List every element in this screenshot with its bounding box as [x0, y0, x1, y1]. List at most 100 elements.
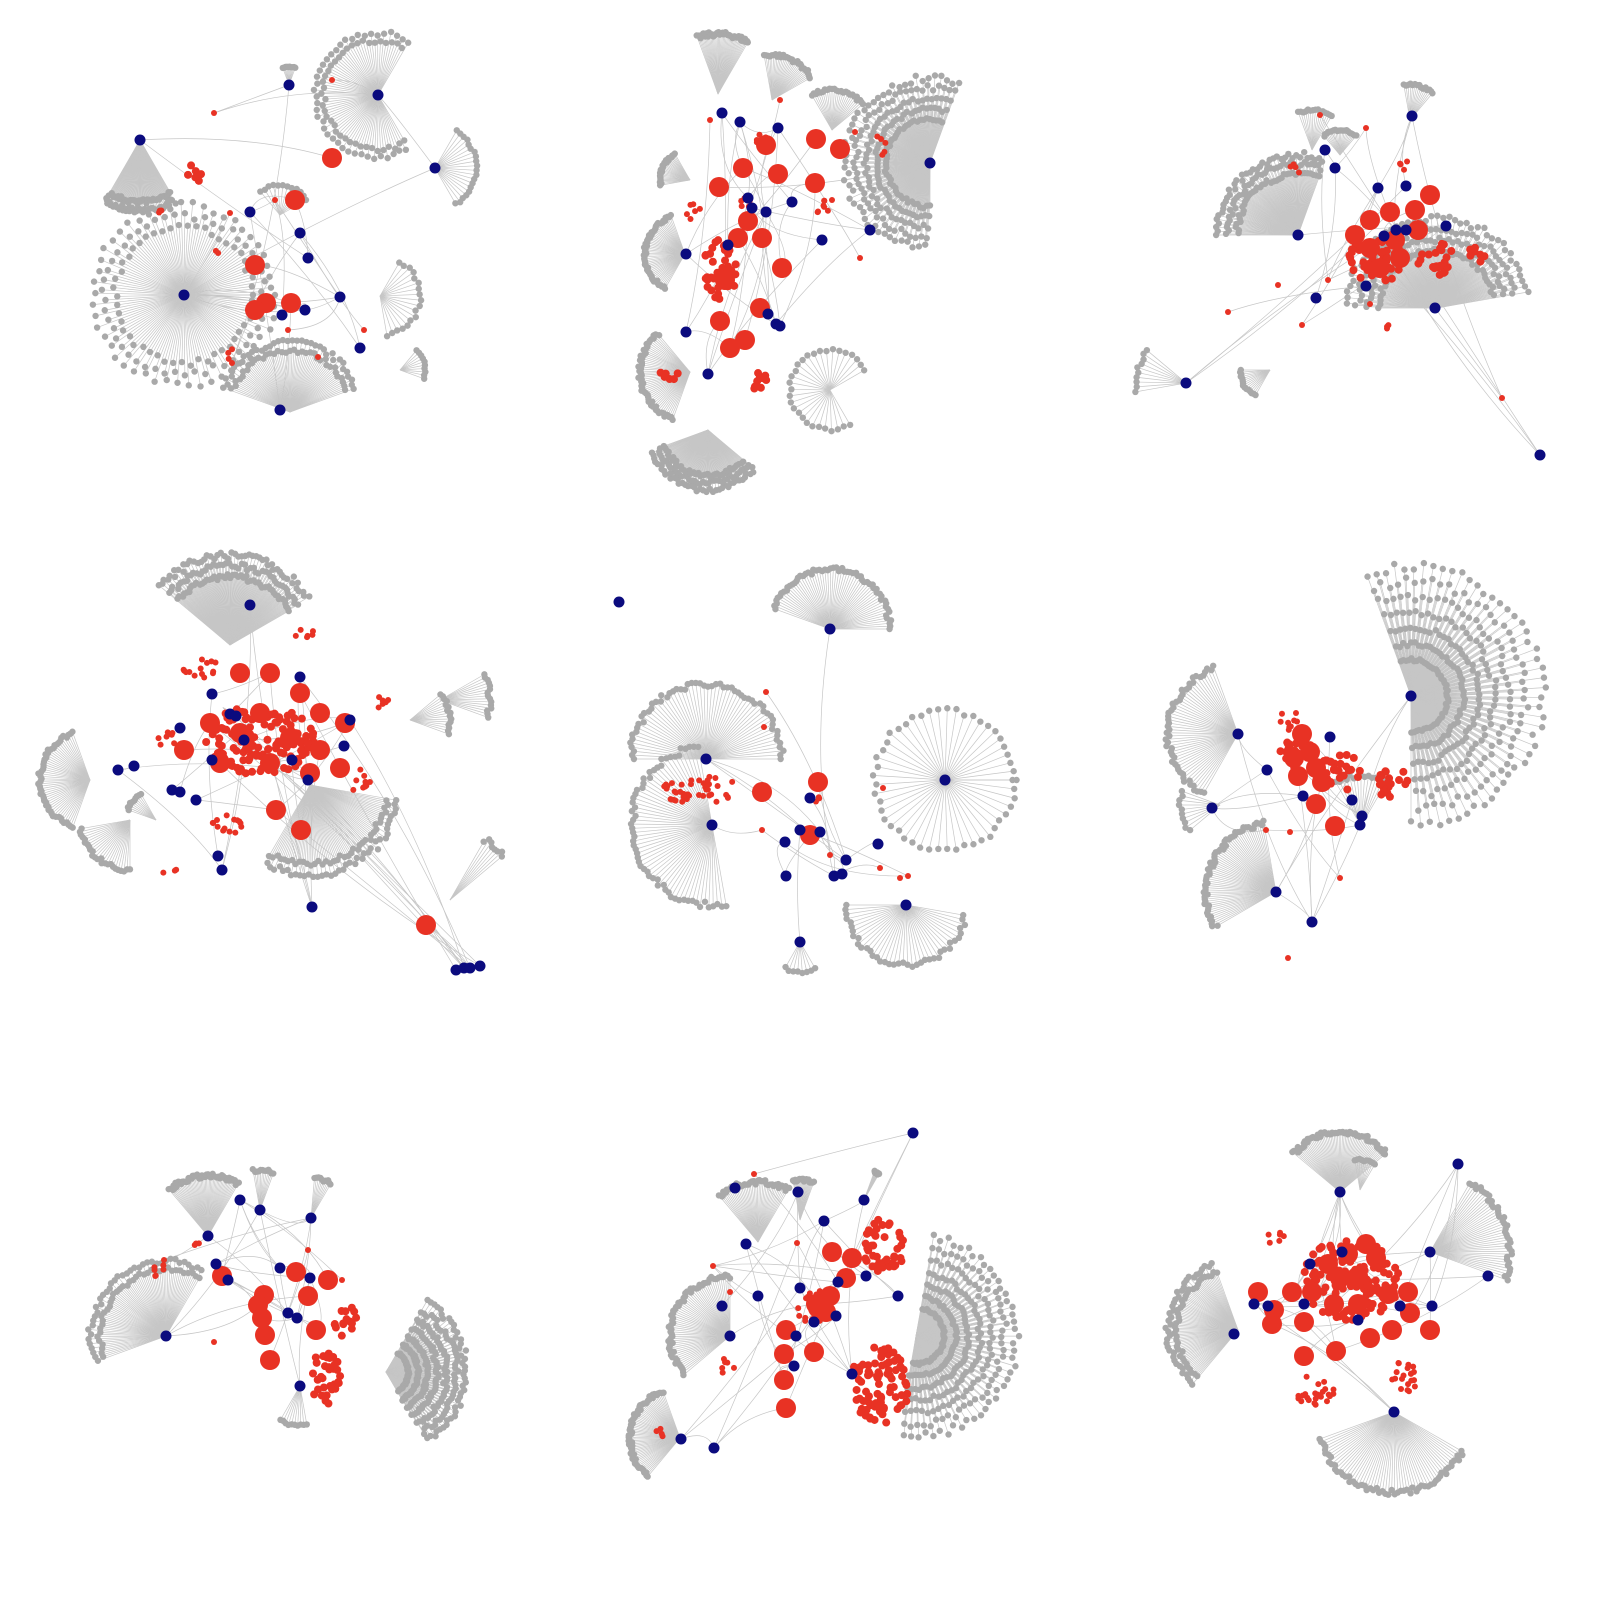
network-edge [1248, 369, 1271, 391]
network-edge [379, 288, 419, 297]
leaf-node [211, 350, 218, 358]
network-edge [316, 76, 379, 96]
network-edge [183, 294, 252, 302]
leaf-node [862, 116, 869, 124]
leaf-node [898, 237, 905, 244]
leaf-node [92, 289, 99, 297]
network-edge [1297, 111, 1313, 151]
network-edge [729, 211, 767, 349]
network-edge [1141, 363, 1187, 384]
network-edge [377, 94, 390, 147]
network-edge [70, 779, 91, 827]
network-edge [379, 295, 411, 321]
leaf-node [346, 138, 354, 146]
leaf-node [357, 143, 364, 150]
network-edge [434, 167, 464, 199]
leaf-node [354, 40, 361, 47]
leaf-node [901, 81, 909, 89]
network-edge [41, 771, 91, 781]
network-edge [1240, 369, 1271, 373]
leaf-node [648, 449, 656, 456]
red-node [156, 209, 163, 216]
network-edge [434, 167, 473, 184]
leaf-node [114, 249, 121, 256]
network-edge [657, 371, 691, 412]
network-edge [651, 339, 691, 373]
hub-node [274, 404, 286, 416]
network-edge [145, 236, 185, 296]
network-edge [655, 334, 691, 373]
network-edge [118, 294, 185, 314]
leaf-node [310, 86, 318, 94]
large-red-node [322, 148, 342, 168]
network-edge [1330, 1411, 1395, 1458]
leaf-node [380, 30, 388, 37]
network-edge [793, 389, 831, 409]
leaf-node [420, 375, 428, 382]
network-edge [434, 156, 476, 169]
network-edge [377, 42, 409, 96]
network-edge [183, 245, 246, 296]
leaf-node [861, 215, 869, 223]
leaf-node [880, 91, 887, 99]
network-edge [357, 43, 379, 96]
leaf-node [924, 225, 932, 232]
network-edge [169, 209, 185, 296]
network-edge [779, 182, 816, 327]
leaf-node [98, 286, 106, 293]
leaf-node [888, 82, 896, 89]
network-edge [449, 842, 492, 901]
leaf-node [178, 358, 186, 366]
network-edge [1188, 687, 1239, 735]
network-edge [777, 127, 861, 259]
leaf-node [328, 51, 335, 58]
network-edge [133, 294, 185, 372]
network-edge [101, 289, 185, 296]
network-edge [344, 39, 379, 96]
network-edge [183, 294, 235, 340]
network-edge [39, 779, 91, 787]
leaf-node [915, 243, 923, 250]
leaf-node [412, 307, 419, 314]
network-edge [46, 779, 91, 803]
network-edge [183, 252, 253, 296]
leaf-node [177, 198, 185, 206]
network-edge [399, 361, 425, 371]
network-edge [650, 371, 691, 406]
network-edge [829, 349, 834, 391]
leaf-node [112, 275, 119, 282]
leaf-node [222, 375, 229, 382]
network-edge [674, 153, 691, 181]
network-edge [174, 214, 185, 296]
leaf-node [141, 363, 149, 371]
leaf-node [320, 118, 327, 125]
leaf-node [364, 153, 371, 160]
leaf-node [261, 278, 268, 285]
network-edge [434, 165, 478, 169]
leaf-node [891, 237, 899, 245]
network-edge [1135, 382, 1187, 393]
network-edge [48, 779, 91, 808]
network-edge [824, 89, 833, 131]
red-node [211, 110, 217, 116]
network-edge [299, 232, 361, 349]
network-edge [434, 160, 477, 169]
network-edge [128, 294, 185, 355]
network-edge [1246, 369, 1271, 390]
leaf-node [184, 222, 191, 229]
network-edge [377, 42, 393, 96]
network-edge [52, 779, 91, 817]
leaf-node [126, 333, 134, 340]
leaf-node [873, 195, 881, 202]
leaf-node [121, 242, 129, 249]
network-edge [183, 289, 292, 304]
network-edge [183, 294, 254, 347]
network-edge [229, 610, 289, 646]
network-edge [183, 294, 240, 333]
network-edge [379, 295, 388, 337]
network-edge [93, 281, 185, 296]
leaf-node [320, 84, 328, 91]
network-edge [1301, 187, 1379, 326]
leaf-node [152, 365, 159, 373]
leaf-node [923, 234, 930, 242]
